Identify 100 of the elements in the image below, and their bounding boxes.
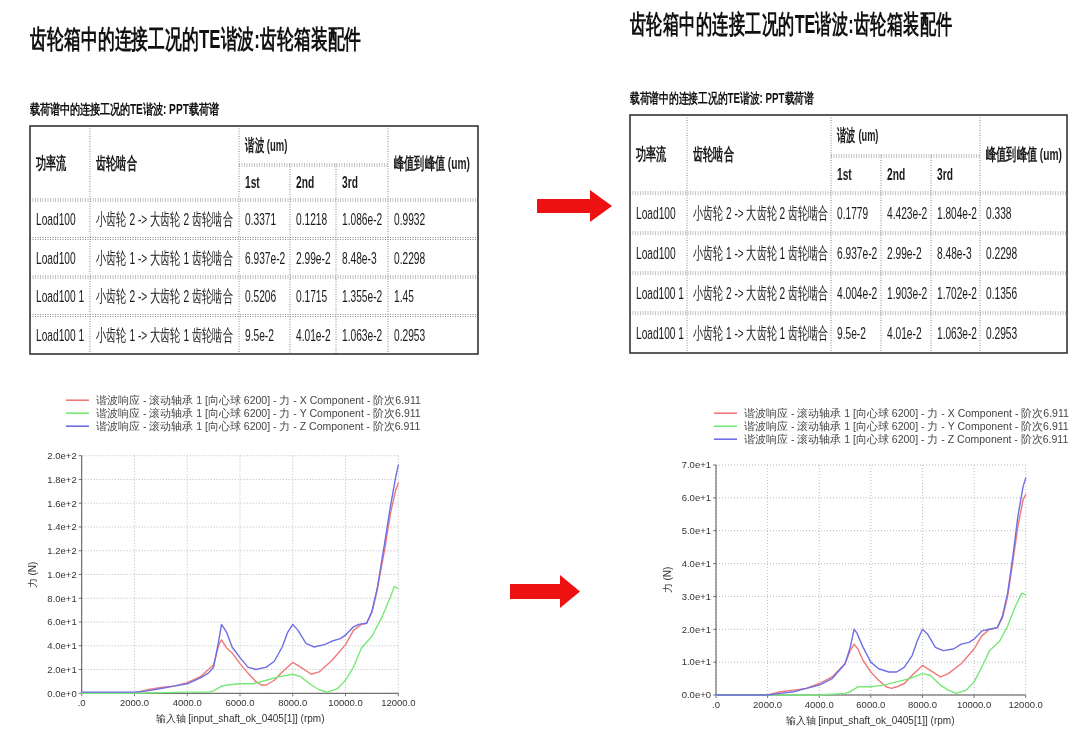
y-tick-label: 1.6e+2	[47, 497, 77, 509]
text: 小齿轮 2 -> 大齿轮 2 齿轮啮合	[693, 283, 829, 303]
y-tick-label: 4.0e+1	[681, 557, 711, 569]
y-tick-label: 1.0e+1	[681, 656, 711, 668]
x-tick-label: 8000.0	[907, 699, 937, 710]
y-tick-label: 2.0e+2	[47, 450, 77, 461]
text: 1.063e-2	[342, 324, 383, 345]
text: 小齿轮 1 -> 大齿轮 1 齿轮啮合	[693, 323, 829, 343]
x-tick-label: 2000.0	[753, 699, 783, 710]
x-tick-label: 2000.0	[119, 697, 149, 709]
text: 齿轮箱中的连接工况的TE谐波:齿轮箱装配件	[629, 9, 953, 39]
text: 4.01e-2	[887, 323, 922, 343]
x-axis-title: 输入轴 [input_shaft_ok_0405[1]] (rpm)	[785, 715, 955, 726]
text: Load100	[636, 243, 676, 263]
y-tick-label: 8.0e+1	[47, 592, 77, 604]
text: Load100 1	[36, 324, 85, 345]
text: 6.937e-2	[245, 247, 286, 268]
text: 2.99e-2	[887, 243, 922, 263]
text: 峰值到峰值 (um)	[394, 153, 470, 173]
text: 齿轮啮合	[95, 153, 137, 173]
y-tick-label: 6.0e+1	[47, 616, 77, 628]
legend-label: 谐波响应 - 滚动轴承 1 [向心球 6200] - 力 - Z Component - 阶次6.911	[744, 433, 1069, 445]
text: 0.2298	[394, 247, 426, 268]
text: 3rd	[342, 172, 358, 192]
text: Load100	[36, 209, 76, 229]
text: 4.004e-2	[837, 283, 878, 303]
text: 小齿轮 1 -> 大齿轮 1 齿轮啮合	[693, 243, 829, 263]
text: 9.5e-2	[837, 323, 867, 343]
x-tick-label: 4000.0	[172, 697, 202, 709]
text: 0.3371	[245, 209, 277, 229]
text: Load100 1	[36, 286, 85, 306]
text: 0.5206	[245, 286, 277, 306]
x-tick-label: 8000.0	[278, 697, 308, 709]
y-tick-label: 0.0e+0	[47, 687, 77, 699]
y-axis-title: 力 (N)	[27, 561, 38, 589]
y-tick-label: 6.0e+1	[681, 492, 711, 504]
text: 3rd	[937, 164, 953, 184]
x-tick-label: .0	[712, 699, 720, 710]
x-tick-label: 12000.0	[381, 697, 416, 709]
text: Load100 1	[636, 283, 685, 303]
text: 小齿轮 2 -> 大齿轮 2 齿轮啮合	[693, 203, 829, 223]
text: Load100	[636, 203, 676, 223]
x-tick-label: 4000.0	[804, 699, 834, 710]
legend-label: 谐波响应 - 滚动轴承 1 [向心球 6200] - 力 - Y Component - 阶次6.911	[744, 420, 1069, 432]
legend-label: 谐波响应 - 滚动轴承 1 [向心球 6200] - 力 - Z Component - 阶次6.911	[96, 420, 421, 432]
text: 8.48e-3	[937, 243, 972, 263]
text: 8.48e-3	[342, 247, 377, 268]
x-tick-label: 6000.0	[856, 699, 886, 710]
text: 峰值到峰值 (um)	[986, 144, 1062, 164]
text: 谐波 (um)	[244, 136, 288, 155]
text: Load100	[36, 247, 76, 268]
text: 谐波 (um)	[836, 126, 879, 145]
y-tick-label: 2.0e+1	[681, 623, 711, 635]
text: 2.99e-2	[296, 247, 331, 268]
legend-label: 谐波响应 - 滚动轴承 1 [向心球 6200] - 力 - X Component - 阶次6.911	[744, 407, 1069, 419]
text: 1.063e-2	[937, 323, 978, 343]
text: 载荷谱中的连接工况的TE谐波: PPT载荷谱	[29, 101, 219, 118]
text: 0.338	[986, 203, 1012, 223]
text: 1st	[245, 172, 260, 192]
legend-label: 谐波响应 - 滚动轴承 1 [向心球 6200] - 力 - X Component - 阶次6.911	[96, 394, 421, 406]
text: 功率流	[35, 153, 68, 173]
text: 小齿轮 1 -> 大齿轮 1 齿轮啮合	[96, 324, 233, 345]
text: 6.937e-2	[837, 243, 878, 263]
text: 0.1779	[837, 203, 869, 223]
text: 1.355e-2	[342, 286, 383, 306]
text: 4.423e-2	[887, 203, 928, 223]
text: 0.1218	[296, 209, 328, 229]
text: 4.01e-2	[296, 324, 331, 345]
text: 功率流	[635, 144, 668, 164]
text: 0.2953	[394, 324, 426, 345]
text: 1.086e-2	[342, 209, 383, 229]
text: 1.45	[394, 286, 414, 306]
y-tick-label: 4.0e+1	[47, 640, 77, 652]
text: 9.5e-2	[245, 324, 275, 345]
text: 齿轮箱中的连接工况的TE谐波:齿轮箱装配件	[29, 24, 362, 54]
x-tick-label: 6000.0	[225, 697, 255, 709]
text: 0.1715	[296, 286, 328, 306]
y-tick-label: 1.4e+2	[47, 521, 77, 533]
text: 2nd	[887, 164, 906, 184]
text: 1.903e-2	[887, 283, 928, 303]
text: 小齿轮 2 -> 大齿轮 2 齿轮啮合	[96, 209, 233, 229]
text: 小齿轮 2 -> 大齿轮 2 齿轮啮合	[96, 286, 233, 306]
y-tick-label: 7.0e+1	[681, 459, 711, 471]
y-tick-label: 1.2e+2	[47, 545, 77, 557]
y-tick-label: 1.0e+2	[47, 568, 77, 580]
text: 1st	[837, 164, 852, 184]
y-axis-title: 力 (N)	[662, 566, 673, 594]
text: 1.804e-2	[937, 203, 978, 223]
text: 齿轮啮合	[692, 144, 734, 164]
text: 载荷谱中的连接工况的TE谐波: PPT载荷谱	[629, 90, 814, 107]
text: 0.2298	[986, 243, 1018, 263]
x-tick-label: 10000.0	[956, 699, 992, 710]
y-tick-label: 2.0e+1	[47, 663, 77, 675]
text: 0.2953	[986, 323, 1018, 343]
y-tick-label: 3.0e+1	[681, 590, 711, 602]
text: Load100 1	[636, 323, 685, 343]
text: 0.9932	[394, 209, 426, 229]
x-tick-label: 10000.0	[328, 697, 363, 709]
x-axis-title: 输入轴 [input_shaft_ok_0405[1]] (rpm)	[155, 713, 325, 724]
legend-label: 谐波响应 - 滚动轴承 1 [向心球 6200] - 力 - Y Component - 阶次6.911	[96, 407, 421, 419]
